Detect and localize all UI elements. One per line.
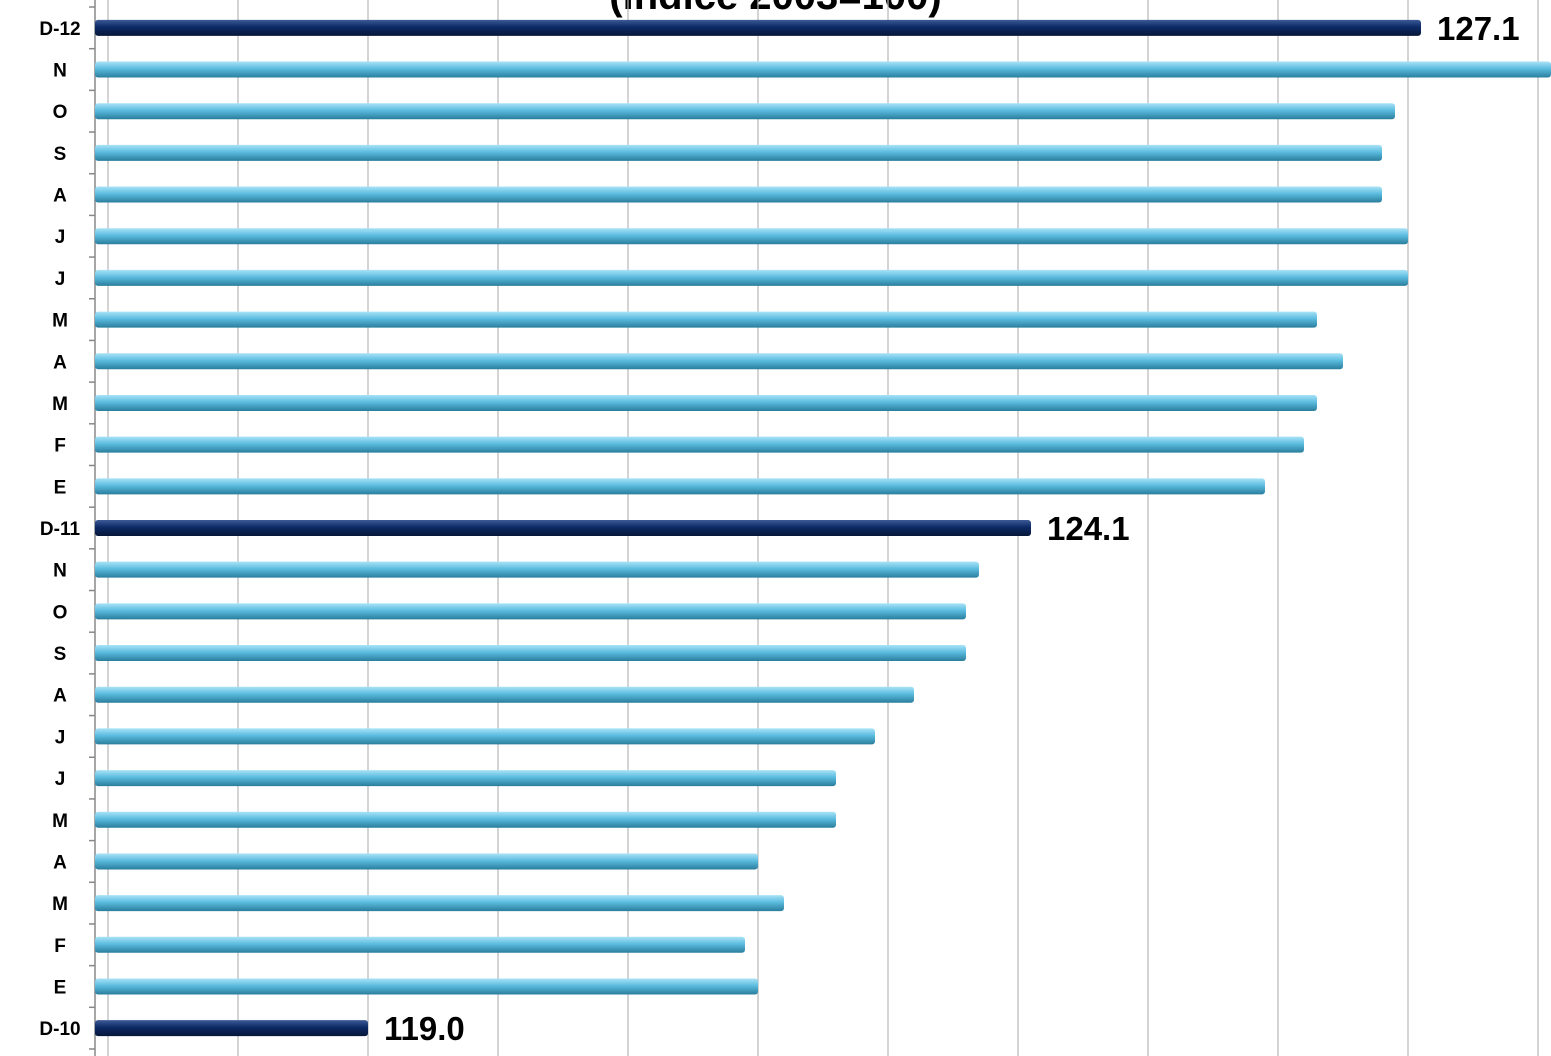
bar: [95, 311, 1317, 328]
bar: [95, 186, 1382, 203]
y-tick-label: E: [54, 977, 67, 998]
bar: [95, 978, 758, 995]
y-tick-label: A: [53, 186, 67, 207]
bar: [95, 228, 1408, 245]
y-tick-label: A: [53, 852, 67, 873]
bar: [95, 61, 1551, 78]
y-tick-label: E: [54, 477, 67, 498]
y-tick-label: M: [52, 894, 68, 915]
y-tick-label: S: [54, 644, 67, 665]
y-tick-label: D-10: [39, 1019, 80, 1040]
bar: [95, 269, 1408, 286]
bar: [95, 478, 1265, 495]
bar: [95, 436, 1304, 453]
bar: [95, 936, 745, 953]
bar-highlight: [95, 19, 1421, 36]
bar: [95, 853, 758, 870]
y-tick-label: N: [53, 61, 67, 82]
bar: [95, 353, 1343, 370]
y-tick-label: F: [54, 936, 66, 957]
bar: [95, 603, 966, 620]
y-tick-label: J: [55, 727, 66, 748]
bar: [95, 811, 836, 828]
chart-title: (índice 2003=100): [0, 0, 1551, 19]
bar: [95, 770, 836, 787]
bar: [95, 144, 1382, 161]
y-tick-label: J: [55, 769, 66, 790]
data-label: 119.0: [384, 1010, 465, 1047]
bar-highlight: [95, 1020, 368, 1037]
y-tick-label: D-11: [40, 519, 81, 540]
y-tick-label: M: [52, 811, 68, 832]
y-tick-label: A: [53, 686, 67, 707]
bar: [95, 686, 914, 703]
bar: [95, 645, 966, 662]
y-tick-label: M: [52, 311, 68, 332]
y-tick-label: M: [52, 394, 68, 415]
y-tick-label: F: [54, 436, 66, 457]
data-label: 127.1: [1437, 10, 1520, 47]
bar: [95, 394, 1317, 411]
y-tick-label: O: [53, 602, 68, 623]
bar: [95, 895, 784, 912]
bar-highlight: [95, 520, 1031, 536]
y-tick-label: S: [54, 144, 67, 165]
y-tick-label: J: [55, 269, 66, 290]
bar: [95, 561, 979, 578]
data-label: 124.1: [1047, 510, 1130, 547]
y-tick-label: O: [53, 102, 68, 123]
y-tick-label: A: [53, 352, 67, 373]
y-tick-label: N: [53, 561, 67, 582]
bar: [95, 728, 875, 745]
y-tick-label: J: [55, 227, 66, 248]
y-tick-label: D-12: [39, 19, 80, 40]
bar: [95, 103, 1395, 120]
